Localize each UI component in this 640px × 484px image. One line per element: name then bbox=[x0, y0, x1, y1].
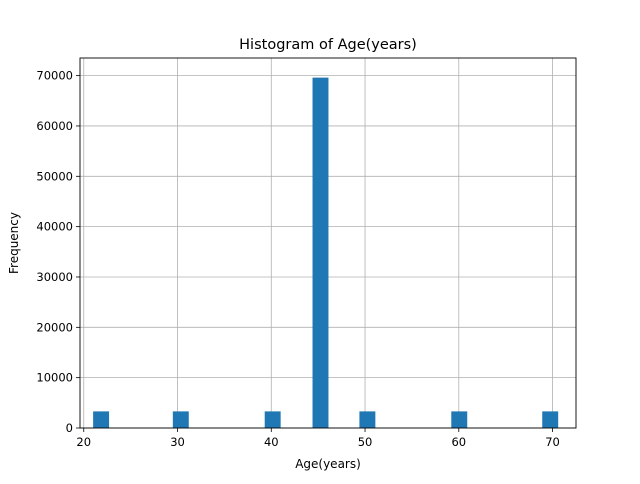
histogram-bars bbox=[93, 77, 559, 428]
x-tick-label: 20 bbox=[76, 435, 91, 449]
plot-frame bbox=[79, 57, 577, 429]
y-tick-label: 40000 bbox=[36, 220, 73, 234]
y-tick-label: 0 bbox=[66, 421, 73, 435]
x-tick-label: 60 bbox=[451, 435, 466, 449]
x-tick-label: 40 bbox=[264, 435, 279, 449]
x-axis-label: Age(years) bbox=[295, 457, 361, 471]
y-tick-label: 30000 bbox=[36, 270, 73, 284]
x-tick-label: 70 bbox=[545, 435, 560, 449]
y-tick-label: 70000 bbox=[36, 69, 73, 83]
y-tick-label: 20000 bbox=[36, 320, 73, 334]
x-axis-ticks: 20 30 40 50 60 70 bbox=[76, 428, 560, 449]
y-axis-ticks: 0 10000 20000 30000 40000 50000 60000 70000 bbox=[36, 69, 80, 435]
histogram-bar bbox=[264, 411, 281, 428]
chart-title: Histogram of Age(years) bbox=[239, 37, 417, 53]
x-tick-label: 30 bbox=[170, 435, 185, 449]
histogram-bar bbox=[542, 411, 559, 428]
y-tick-label: 60000 bbox=[36, 119, 73, 133]
histogram-bar bbox=[312, 77, 329, 428]
histogram-bar bbox=[93, 411, 110, 428]
y-tick-label: 10000 bbox=[36, 371, 73, 385]
histogram-bar bbox=[359, 411, 376, 428]
y-tick-label: 50000 bbox=[36, 169, 73, 183]
histogram-bar bbox=[172, 411, 189, 428]
histogram-bar bbox=[451, 411, 468, 428]
y-axis-label: Frequency bbox=[7, 212, 21, 274]
x-tick-label: 50 bbox=[358, 435, 373, 449]
